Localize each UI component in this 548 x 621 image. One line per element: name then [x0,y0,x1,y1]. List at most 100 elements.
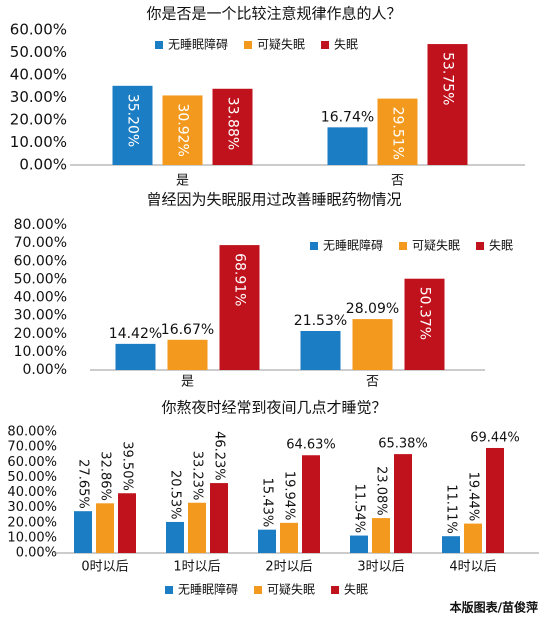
legend-swatch [165,586,173,594]
value-label: 28.09% [346,301,399,317]
legend-swatch [331,586,340,594]
y-tick-label: 10.00% [14,344,67,360]
legend-label: 无睡眠障碍 [323,238,383,253]
y-tick-label: 30.00% [10,88,67,106]
value-label: 11.54% [352,484,367,534]
y-tick-label: 60.00% [10,21,67,39]
y-tick-label: 40.00% [7,485,57,500]
y-tick-label: 70.00% [14,235,67,251]
bar [280,522,298,553]
y-tick-label: 10.00% [7,530,57,545]
bar [219,245,260,370]
bar [377,98,418,165]
bar [115,343,156,370]
y-tick-label: 30.00% [14,308,67,324]
value-label: 39.50% [120,441,135,491]
bar [352,319,393,370]
y-tick-label: 60.00% [14,253,67,269]
legend-label: 无睡眠障碍 [178,582,238,597]
bar [394,454,412,553]
value-label: 68.91% [231,253,247,306]
bar [167,339,208,370]
y-tick-label: 70.00% [7,440,57,455]
value-label: 30.92% [175,103,191,156]
x-tick-label: 是 [181,375,194,390]
legend-swatch [310,242,318,250]
legend-label: 可疑失眠 [267,582,315,597]
x-tick-label: 0时以后 [81,560,128,575]
bar [118,493,136,553]
y-tick-label: 50.00% [7,470,57,485]
y-tick-label: 10.00% [10,133,67,151]
value-label: 15.43% [260,478,275,528]
legend-label: 可疑失眠 [257,37,305,52]
legend-label: 失眠 [334,37,358,52]
value-label: 21.53% [294,313,347,329]
y-tick-label: 50.00% [14,271,67,287]
bar [372,518,390,553]
legend-swatch [399,242,408,250]
value-label: 11.11% [444,484,459,534]
bar [350,535,368,553]
value-label: 46.23% [212,431,227,481]
value-label: 50.37% [417,287,433,340]
y-tick-label: 80.00% [7,425,57,440]
value-label: 23.08% [374,466,389,516]
x-tick-label: 1时以后 [173,560,220,575]
legend-swatch [254,586,263,594]
bar [486,447,504,553]
bar [96,503,114,553]
x-tick-label: 3时以后 [357,560,404,575]
value-label: 53.75% [440,52,456,105]
bar [162,95,203,165]
y-tick-label: 60.00% [7,455,57,470]
value-label: 20.53% [168,470,183,520]
bar [300,330,341,370]
value-label: 19.44% [466,472,481,522]
y-tick-label: 50.00% [10,43,67,61]
value-label: 27.65% [76,459,91,509]
y-tick-label: 40.00% [10,66,67,84]
y-tick-label: 40.00% [14,290,67,306]
legend-swatch [476,242,485,250]
legend-swatch [321,41,330,49]
chart-title: 你熬夜时经常到夜间几点才睡觉？ [161,399,386,417]
value-label: 14.42% [109,326,162,342]
credit: 本版图表/苗俊萍 [450,600,538,615]
value-label: 33.88% [225,97,241,150]
value-label: 29.51% [390,107,406,160]
y-tick-label: 0.00% [23,362,67,378]
value-label: 33.23% [190,451,205,501]
bar [74,511,92,553]
y-tick-label: 80.00% [14,217,67,233]
value-label: 32.86% [98,451,113,501]
value-label: 69.44% [470,430,520,445]
value-label: 16.67% [161,322,214,338]
legend-label: 可疑失眠 [412,238,460,253]
bar [442,536,460,553]
value-label: 65.38% [378,437,428,452]
bar [327,127,368,165]
y-tick-label: 0.00% [16,546,57,561]
legend-label: 失眠 [344,582,368,597]
x-tick-label: 4时以后 [449,560,496,575]
legend-swatch [244,41,253,49]
y-tick-label: 20.00% [10,111,67,129]
y-tick-label: 0.00% [19,156,67,174]
y-tick-label: 20.00% [7,515,57,530]
y-tick-label: 20.00% [14,326,67,342]
legend-label: 失眠 [489,238,513,253]
x-tick-label: 否 [366,375,379,390]
x-tick-label: 是 [176,174,189,189]
bar [427,44,468,165]
value-label: 19.94% [282,471,297,521]
bar [302,455,320,553]
x-tick-label: 2时以后 [265,560,312,575]
legend-label: 无睡眠障碍 [168,37,228,52]
bar [188,502,206,553]
chart-title: 曾经因为失眠服用过改善睡眠药物情况 [146,191,401,209]
bar [210,483,228,553]
bar [212,88,253,165]
legend-swatch [155,41,163,49]
